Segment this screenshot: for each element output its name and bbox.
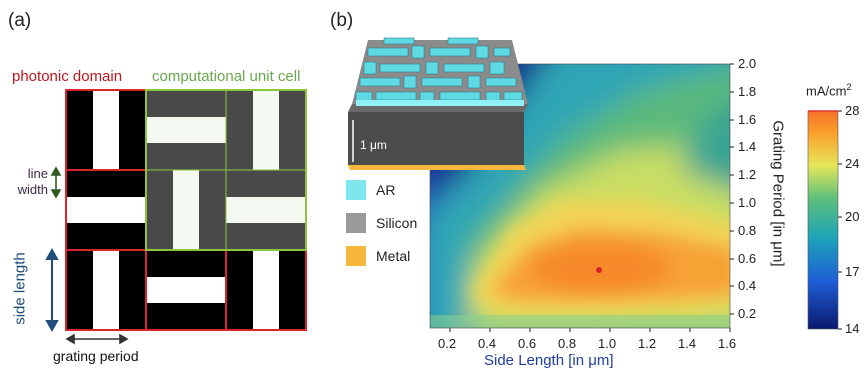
x-ticks <box>449 328 731 332</box>
unit-cell-r1c2 <box>226 170 306 250</box>
y-tick-label: 2.0 <box>738 56 757 71</box>
x-tick-label: 1.6 <box>718 336 737 351</box>
unit-cell-r2c0 <box>66 250 146 330</box>
grating-period-label: grating period <box>53 348 139 364</box>
y-tick-label: 1.8 <box>738 84 757 99</box>
unit-cell-r0c1 <box>146 90 226 170</box>
unit-cell-outline <box>145 89 307 251</box>
unit-cell-r0c0 <box>66 90 146 170</box>
colorbar-tick-label: 24 <box>845 156 860 171</box>
x-tick-label: 0.4 <box>478 336 497 351</box>
legend-swatch-ar <box>346 180 366 200</box>
y-tick-label: 1.2 <box>738 167 757 182</box>
y-axis-label: Grating Period [in μm] <box>769 120 787 267</box>
legend-swatch-metal <box>346 246 366 266</box>
y-tick-label: 1.0 <box>738 195 757 210</box>
colorbar-tick-label: 20 <box>845 209 860 224</box>
x-axis-label: Side Length [in μm] <box>484 352 614 369</box>
unit-cell-r1c0 <box>66 170 146 250</box>
legend-item-ar: AR <box>346 180 417 200</box>
colorbar-tick-label: 14 <box>845 321 860 336</box>
grating-3d-structure <box>348 37 528 170</box>
photonic-domain-diagram <box>45 89 307 345</box>
colorbar-tick-label: 28 <box>845 103 860 118</box>
colorbar <box>807 110 839 330</box>
line-width-arrow <box>50 166 62 199</box>
x-tick-label: 0.6 <box>518 336 537 351</box>
y-tick-label: 0.2 <box>738 306 757 321</box>
y-tick-label: 1.6 <box>738 112 757 127</box>
legend-item-metal: Metal <box>346 246 417 266</box>
x-tick-label: 1.4 <box>678 336 697 351</box>
legend-item-silicon: Silicon <box>346 213 417 233</box>
y-tick-label: 0.8 <box>738 223 757 238</box>
y-ticks <box>730 63 734 315</box>
y-tick-label: 0.6 <box>738 251 757 266</box>
colorbar-ticks <box>838 110 842 330</box>
y-tick-label: 0.4 <box>738 278 757 293</box>
unit-cell-r2c2 <box>226 250 306 330</box>
plot-frame <box>429 63 731 329</box>
side-length-arrow <box>45 247 59 333</box>
legend-swatch-silicon <box>346 213 366 233</box>
x-tick-label: 1.2 <box>638 336 657 351</box>
optimum-marker <box>596 267 602 273</box>
x-tick-label: 0.8 <box>558 336 577 351</box>
material-legend: AR Silicon Metal <box>346 180 417 266</box>
colorbar-unit: mA/cm2 <box>806 82 852 99</box>
x-tick-label: 1.0 <box>598 336 617 351</box>
y-tick-label: 1.4 <box>738 139 757 154</box>
scale-bar-label: 1 μm <box>360 138 387 152</box>
unit-cell-r2c1 <box>146 250 226 330</box>
panel-b-label: (b) <box>330 10 354 31</box>
line-width-label: line width <box>17 166 48 197</box>
unit-cell-r0c2 <box>226 90 306 170</box>
x-tick-label: 0.2 <box>438 336 457 351</box>
unit-cell-r1c1 <box>146 170 226 250</box>
panel-a-label: (a) <box>8 10 32 31</box>
grating-period-arrow <box>65 333 129 345</box>
computational-unit-cell-title: computational unit cell <box>152 68 301 85</box>
photonic-domain-title: photonic domain <box>12 68 123 85</box>
colorbar-tick-label: 17 <box>845 264 860 279</box>
